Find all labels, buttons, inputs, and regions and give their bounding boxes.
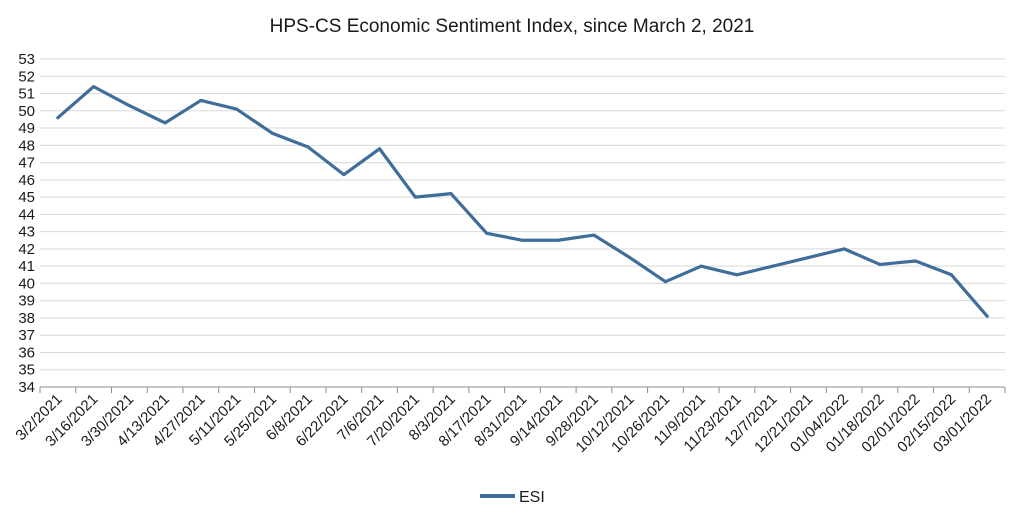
y-tick-label: 35 — [18, 362, 35, 379]
y-tick-label: 45 — [18, 189, 35, 206]
data-point — [449, 192, 453, 196]
data-point — [163, 121, 167, 125]
data-point — [628, 256, 632, 260]
data-point — [806, 256, 810, 260]
data-point — [663, 280, 667, 284]
data-point — [735, 273, 739, 277]
data-point — [521, 238, 524, 242]
data-point — [235, 107, 239, 111]
y-tick-label: 53 — [18, 51, 35, 68]
y-tick-label: 42 — [18, 241, 35, 258]
data-point — [771, 264, 775, 268]
data-point — [485, 231, 489, 235]
data-point — [914, 259, 918, 263]
data-point — [592, 233, 596, 237]
data-point — [949, 273, 953, 277]
data-point — [985, 314, 989, 318]
y-tick-label: 39 — [18, 293, 35, 310]
y-tick-label: 44 — [18, 206, 35, 223]
data-point — [270, 131, 274, 135]
data-point — [878, 262, 882, 266]
y-tick-label: 46 — [18, 172, 35, 189]
y-tick-label: 37 — [18, 327, 35, 344]
data-point — [342, 173, 346, 177]
y-tick-label: 49 — [18, 120, 35, 137]
y-tick-label: 47 — [18, 155, 35, 172]
data-point — [378, 147, 382, 151]
data-point — [92, 85, 96, 89]
data-point — [56, 116, 60, 120]
data-point — [699, 264, 703, 268]
y-tick-label: 52 — [18, 68, 35, 85]
y-tick-label: 36 — [18, 344, 35, 361]
y-tick-label: 51 — [18, 86, 35, 103]
data-point — [306, 145, 310, 149]
y-tick-label: 50 — [18, 103, 35, 120]
y-tick-label: 48 — [18, 137, 35, 154]
legend: ESI — [480, 489, 545, 506]
data-point — [556, 238, 560, 242]
chart-title: HPS-CS Economic Sentiment Index, since M… — [270, 16, 755, 37]
data-point — [127, 104, 131, 108]
series-group — [56, 85, 989, 318]
data-point — [842, 247, 846, 251]
series-line-esi — [56, 85, 989, 318]
y-tick-label: 38 — [18, 310, 35, 327]
gridlines — [40, 58, 1005, 388]
y-tick-label: 41 — [18, 258, 35, 275]
y-tick-label: 43 — [18, 224, 35, 241]
legend-label-esi: ESI — [519, 489, 545, 506]
data-point — [413, 195, 417, 199]
y-tick-label: 40 — [18, 275, 35, 292]
y-tick-label: 34 — [18, 379, 35, 396]
x-axis-ticks: 3/2/20213/16/20213/30/20214/13/20214/27/… — [12, 391, 995, 456]
data-point — [199, 98, 203, 102]
x-axis — [39, 386, 1006, 393]
